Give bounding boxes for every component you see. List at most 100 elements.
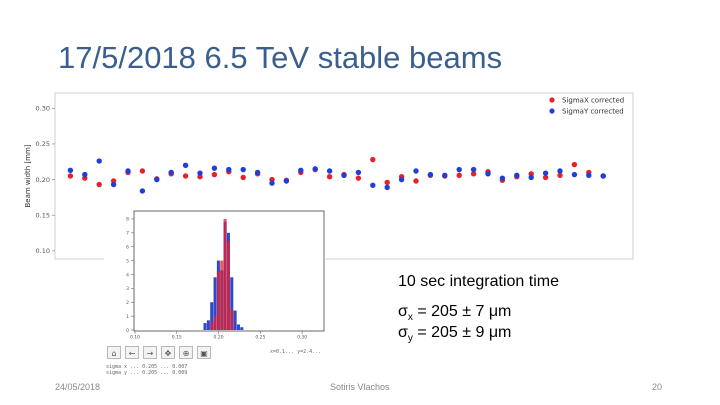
sigma-histogram: 0 1 2 3 4 5 6 7 8 0.10 0.15 0.20 0.25 0.30	[104, 208, 326, 340]
fit-results: sigma x ... 0.205 ... 0.007 sigma y ... …	[106, 364, 187, 376]
sigmay-point-17	[312, 166, 318, 172]
sigmax-point-2	[96, 181, 102, 188]
sigmax-point-20	[355, 175, 362, 181]
sigmax-point-35	[571, 161, 578, 168]
sigmay-point-20	[355, 169, 362, 176]
scatter-y-tick-label-1: 0.15	[36, 212, 50, 220]
cursor-readout: x=0.1... y=2.4...	[270, 349, 322, 355]
hist-y-tick-label-6: 6	[126, 245, 129, 251]
footer-date: 24/05/2018	[55, 382, 101, 392]
hist-bar-sigmay-2	[210, 302, 214, 330]
sigmay-point-18	[326, 168, 333, 174]
sigmay-point-14	[269, 180, 275, 186]
sigmay-point-8	[182, 162, 189, 169]
hist-y-tick-label-3: 3	[126, 286, 129, 292]
hist-bar-sigmax-3	[220, 260, 224, 330]
hist-bar-sigmax-6	[230, 309, 234, 330]
home-icon[interactable]: ⌂	[107, 346, 121, 359]
hist-bar-sigmay-1	[206, 320, 210, 330]
hist-bar-sigmax-5	[226, 241, 230, 330]
footer-page-number: 20	[652, 382, 663, 392]
hist-y-tick-label-5: 5	[126, 258, 129, 264]
sigmay-point-29	[485, 171, 491, 177]
hist-y-tick-label-1: 1	[126, 314, 129, 320]
sigmay-point-33	[542, 170, 549, 176]
fit-line-x: sigma x ... 0.205 ... 0.007	[106, 364, 188, 370]
sigma-x-value: = 205 ± 7 μm	[412, 303, 512, 320]
zoom-icon[interactable]: ⊕	[179, 346, 193, 359]
hist-bar-sigmay-0	[203, 323, 207, 330]
hist-bar-sigmax-0	[210, 321, 214, 330]
hist-x-tick-label-0: 0.10	[130, 335, 140, 341]
sigmay-point-3	[110, 181, 117, 188]
back-icon[interactable]: ←	[125, 346, 139, 359]
hist-bar-sigmax-4	[223, 218, 227, 330]
forward-icon[interactable]: →	[143, 346, 157, 359]
hist-y-tick-label-0: 0	[126, 328, 129, 334]
sigmay-point-15	[283, 178, 290, 184]
sigmay-point-34	[557, 168, 563, 174]
sigmax-point-27	[456, 172, 462, 178]
sigmay-point-13	[254, 169, 261, 176]
sigmay-point-12	[240, 166, 246, 173]
sigmax-point-12	[240, 174, 246, 181]
sigmax-point-21	[370, 156, 376, 163]
sigma-y-value: = 205 ± 9 μm	[412, 324, 512, 341]
sigmax-point-33	[542, 174, 549, 181]
sigmay-point-28	[470, 166, 477, 173]
hist-y-tick-label-2: 2	[126, 300, 129, 306]
hist-y-tick-label-7: 7	[126, 231, 129, 237]
sigmay-point-7	[168, 169, 174, 176]
save-icon[interactable]: ▣	[197, 346, 211, 359]
sigmax-point-10	[211, 171, 218, 178]
hist-x-tick-label-1: 0.15	[172, 335, 182, 341]
fit-line-y: sigma y ... 0.205 ... 0.009	[106, 370, 188, 376]
sigmay-point-4	[125, 168, 131, 174]
sigmax-point-5	[139, 168, 146, 174]
sigmay-point-24	[413, 168, 419, 174]
sigmay-point-10	[211, 165, 218, 171]
legend-marker-sigmax	[549, 97, 555, 103]
pan-icon[interactable]: ✥	[161, 346, 175, 359]
sigmax-point-8	[182, 173, 189, 179]
sigma-y-subscript: y	[407, 333, 413, 345]
scatter-legend: SigmaX corrected SigmaY corrected	[549, 97, 624, 116]
sigmay-point-19	[341, 172, 347, 178]
legend-marker-sigmay	[549, 108, 555, 114]
hist-x-tick-label-4: 0.30	[297, 335, 307, 341]
sigmay-point-32	[528, 174, 534, 181]
scatter-y-tick-label-3: 0.25	[36, 140, 50, 148]
hist-bar-sigmay-9	[233, 310, 237, 330]
sigmay-point-2	[96, 158, 102, 164]
sigmax-point-18	[326, 174, 333, 180]
hist-bar-sigmax-2	[216, 271, 220, 330]
sigmay-point-35	[571, 171, 578, 178]
slide-title: 17/5/2018 6.5 TeV stable beams	[58, 40, 503, 75]
sigmay-point-30	[499, 175, 506, 181]
hist-x-tick-label-3: 0.25	[255, 335, 265, 341]
sigmay-point-37	[600, 173, 606, 179]
sigmay-point-26	[442, 172, 448, 178]
sigmay-point-25	[427, 171, 434, 178]
sigmay-point-27	[456, 166, 462, 173]
sigma-x-subscript: x	[407, 312, 413, 324]
hist-bar-sigmay-8	[230, 277, 234, 330]
sigmay-point-1	[82, 171, 88, 178]
hist-bar-sigmay-10	[236, 324, 240, 330]
sigmay-point-5	[139, 188, 146, 194]
scatter-y-axis-label: Beam width [mm]	[24, 144, 32, 207]
sigmax-point-0	[67, 173, 74, 179]
sigmay-point-16	[298, 167, 304, 173]
legend-label-sigmax: SigmaX corrected	[562, 97, 624, 105]
hist-x-tick-label-2: 0.20	[214, 335, 224, 341]
hist-y-tick-label-8: 8	[126, 217, 129, 223]
sigmay-point-9	[197, 170, 203, 176]
sigma-y-result: σy = 205 ± 9 μm	[398, 324, 511, 344]
scatter-y-tick-label-4: 0.30	[36, 105, 50, 113]
sigmay-point-23	[398, 176, 405, 183]
sigmax-point-22	[384, 179, 390, 186]
sigmax-point-34	[557, 172, 563, 178]
hist-bar-sigmay-3	[213, 277, 217, 330]
sigmay-point-0	[67, 167, 74, 173]
sigmay-point-6	[154, 176, 160, 183]
